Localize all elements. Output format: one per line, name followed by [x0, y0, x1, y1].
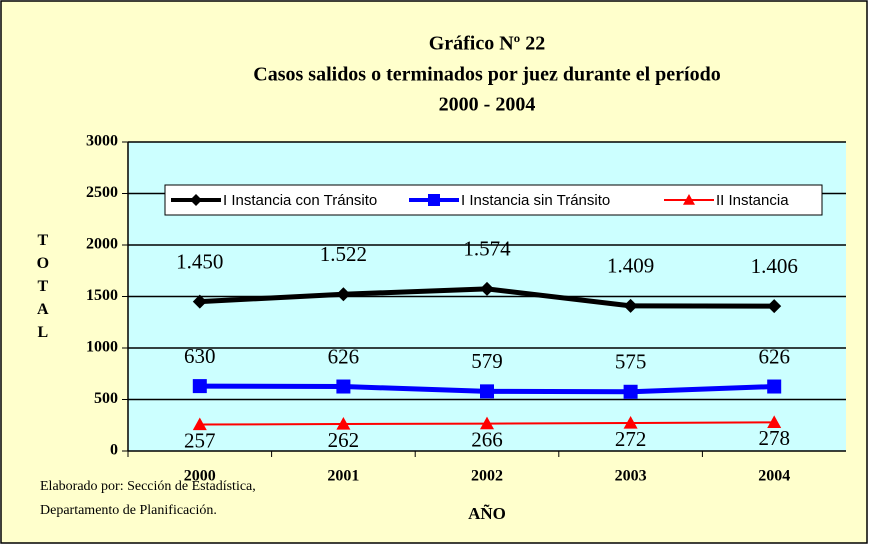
x-tick-label: 2003 — [615, 468, 647, 485]
data-label: 262 — [328, 428, 360, 452]
point — [767, 299, 782, 314]
point — [336, 287, 351, 302]
y-tick-label: 2000 — [86, 236, 118, 253]
point — [190, 194, 202, 206]
point — [192, 379, 207, 394]
point — [683, 194, 695, 205]
x-tick-label: 2004 — [758, 468, 790, 485]
y-tick-label: 500 — [94, 390, 118, 407]
data-label: 626 — [758, 344, 790, 368]
point — [480, 281, 494, 296]
data-label: 1.522 — [320, 242, 367, 266]
chart-title: 2000 - 2004 — [439, 94, 536, 116]
point — [623, 384, 638, 399]
data-label: 1.450 — [176, 249, 223, 273]
y-tick-label: 0 — [110, 442, 118, 459]
data-label: 1.406 — [751, 254, 798, 278]
source-note: Departamento de Planificación. — [40, 503, 217, 518]
x-tick-label: 2000 — [184, 468, 216, 485]
y-tick-label: 1000 — [86, 339, 118, 356]
legend-label: I Instancia sin Tránsito — [461, 192, 610, 209]
point — [623, 298, 638, 313]
data-label: 575 — [615, 350, 647, 374]
data-label: 257 — [184, 428, 216, 452]
x-tick-label: 2002 — [471, 468, 503, 485]
legend-label: I Instancia con Tránsito — [223, 192, 377, 209]
point — [428, 194, 440, 206]
point — [623, 415, 638, 429]
data-label: 278 — [758, 426, 790, 450]
x-axis-label: AÑO — [468, 504, 506, 523]
y-tick-label: 3000 — [86, 133, 118, 150]
point — [192, 294, 207, 309]
point — [336, 417, 351, 430]
point — [767, 415, 782, 428]
data-label: 1.574 — [463, 237, 511, 261]
data-label: 1.409 — [607, 254, 654, 278]
data-label: 630 — [184, 344, 216, 368]
point — [336, 379, 351, 394]
point — [480, 416, 494, 430]
data-label: 626 — [328, 344, 360, 368]
data-label: 579 — [471, 349, 503, 373]
legend-label: II Instancia — [716, 192, 789, 209]
source-note: Elaborado por: Sección de Estadística, — [40, 479, 256, 494]
data-label: 272 — [615, 427, 647, 451]
point — [192, 417, 207, 431]
point — [480, 384, 494, 399]
x-tick-label: 2001 — [327, 468, 359, 485]
y-tick-label: 2500 — [86, 184, 118, 201]
y-axis-label: TOTAL — [34, 232, 51, 347]
y-tick-label: 1500 — [86, 287, 118, 304]
chart-title: Casos salidos o terminados por juez dura… — [253, 64, 720, 86]
chart-title: Gráfico Nº 22 — [429, 33, 546, 55]
point — [767, 379, 782, 394]
data-label: 266 — [471, 427, 503, 451]
